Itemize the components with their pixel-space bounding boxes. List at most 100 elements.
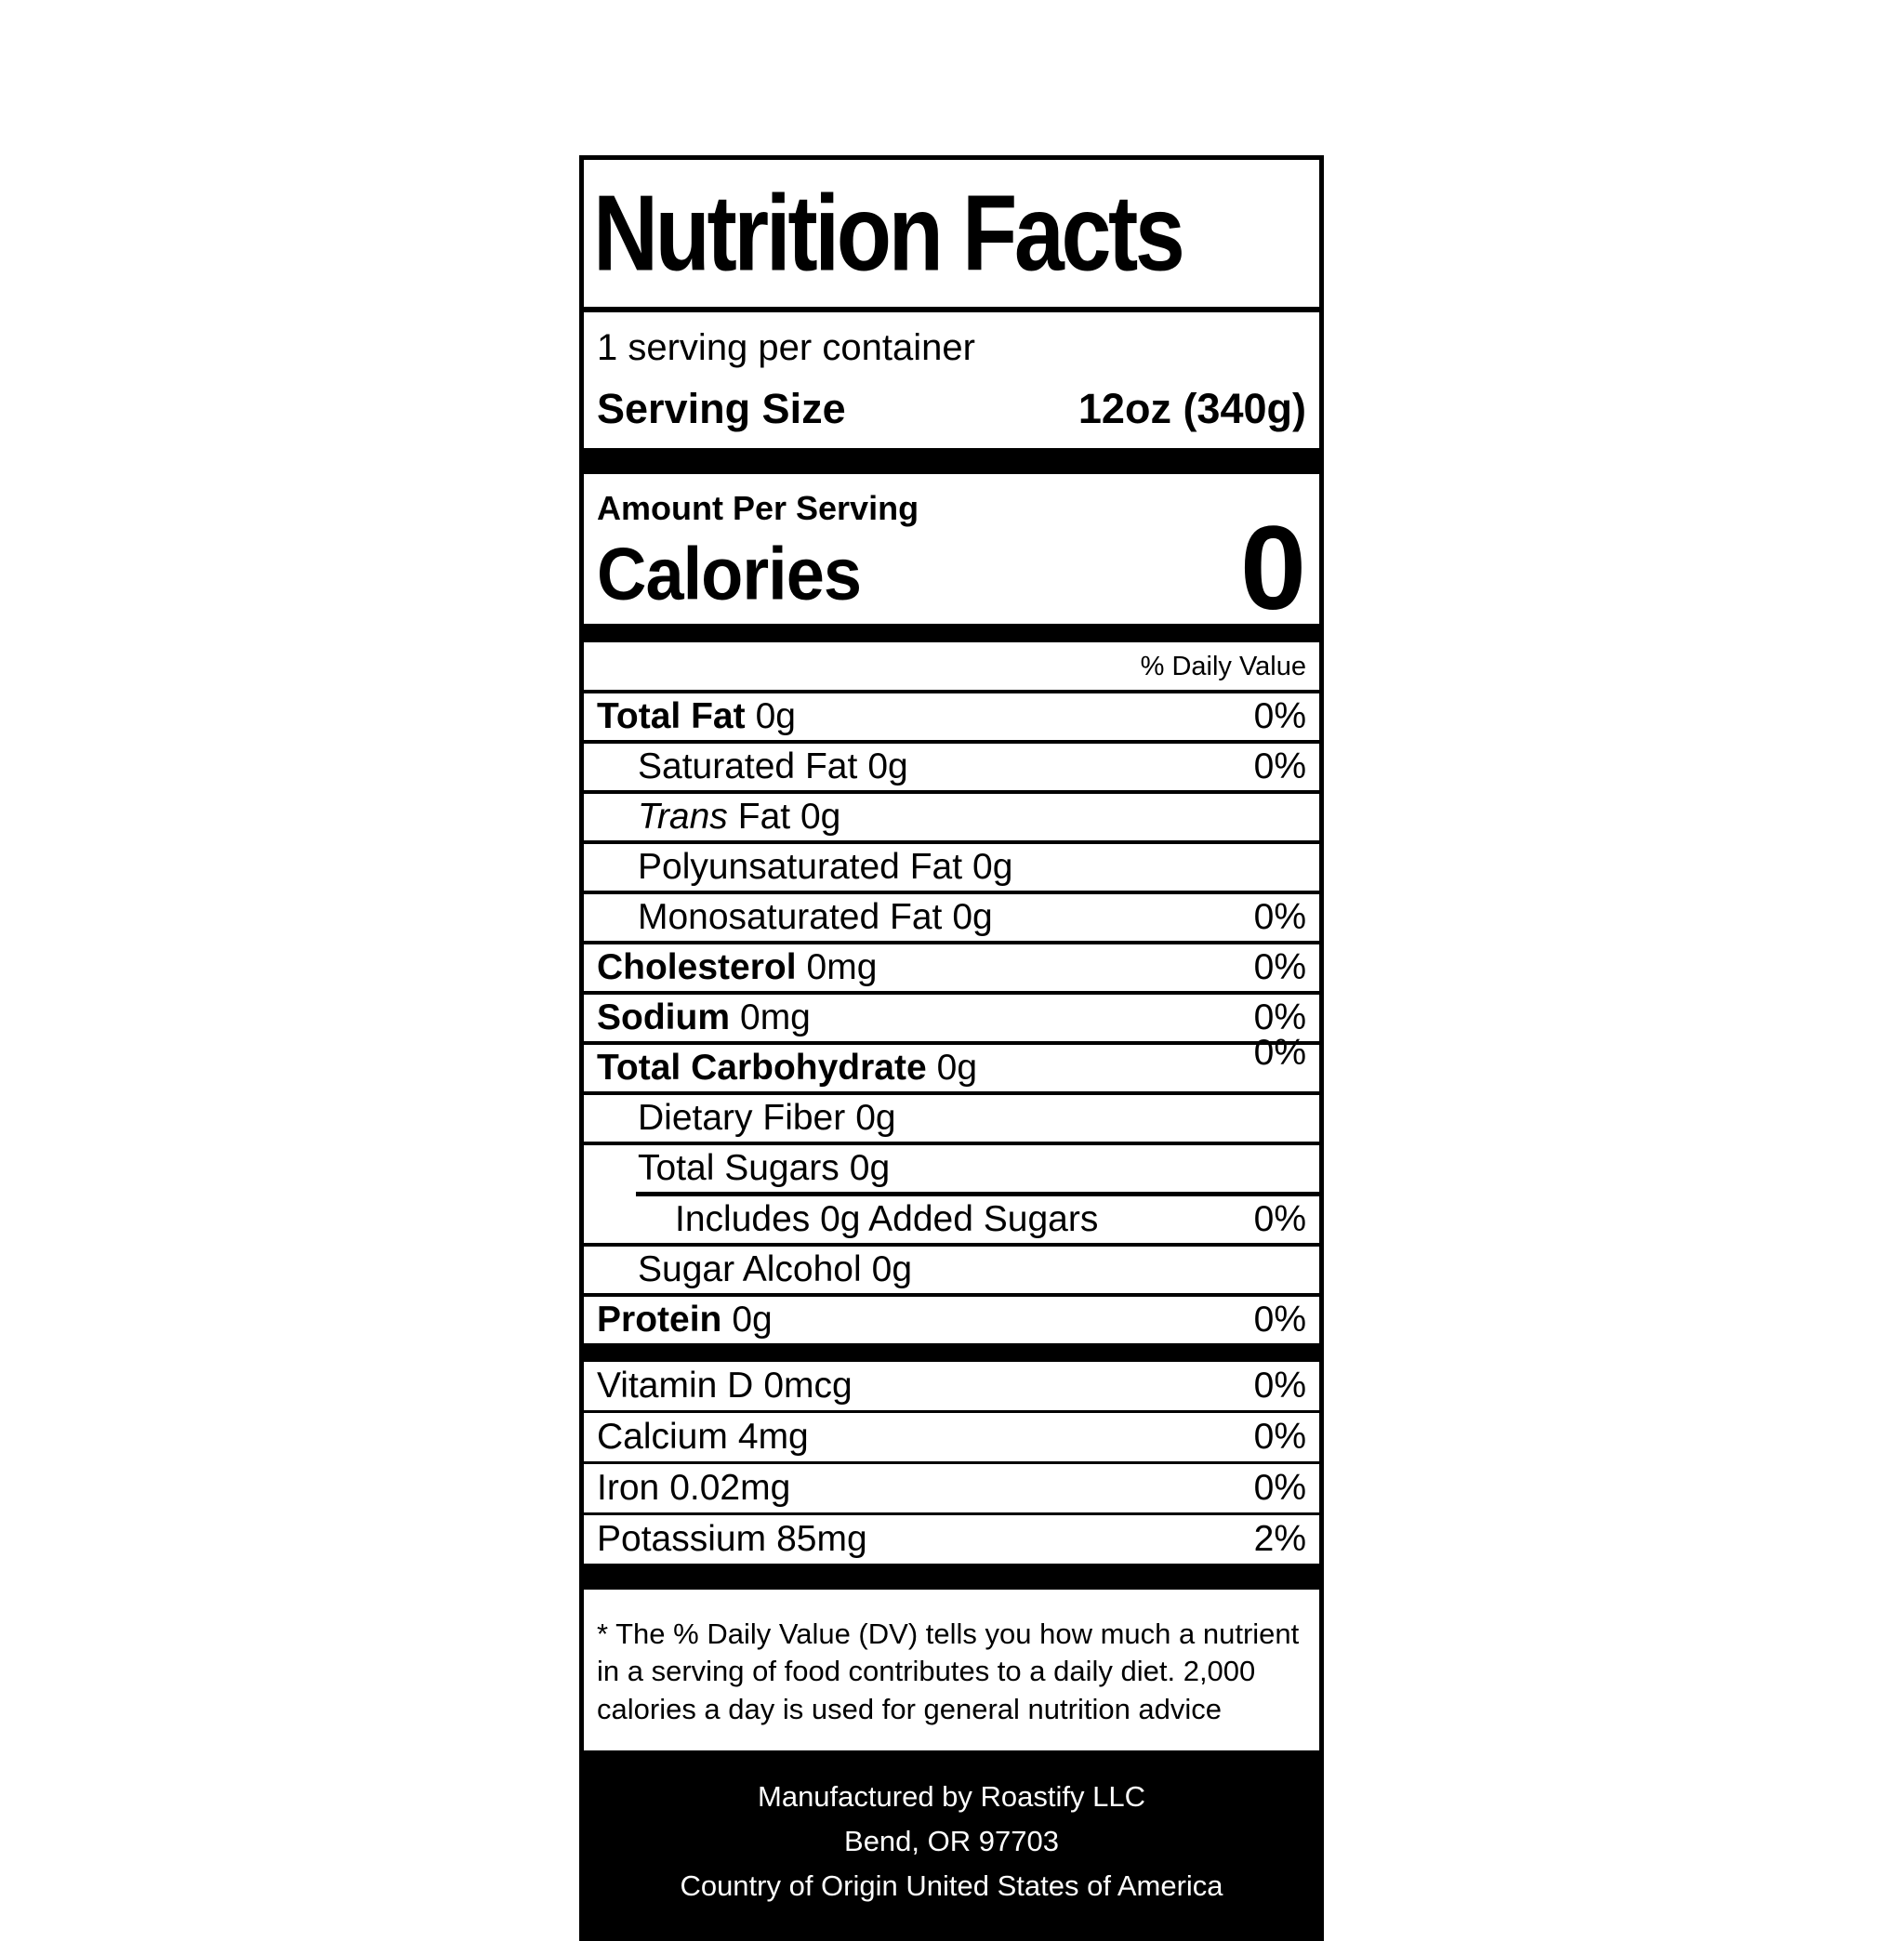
nutrient-amount: 0g xyxy=(936,1048,978,1088)
nutrient-row-sugar-alcohol: Sugar Alcohol 0g xyxy=(584,1243,1319,1293)
serving-info-block: 1 serving per container Serving Size 12o… xyxy=(584,312,1319,448)
nutrient-name: Total Carbohydrate xyxy=(597,1048,927,1088)
vitamin-dv: 0% xyxy=(1253,1468,1306,1508)
nutrient-amount: 0g xyxy=(871,1249,913,1289)
nutrient-amount: 0g xyxy=(732,1300,773,1340)
nutrient-row-total-carbohydrate: Total Carbohydrate 0g 0% xyxy=(584,1033,1319,1091)
vitamin-label: Potassium 85mg xyxy=(597,1515,867,1564)
vitamin-dv: 2% xyxy=(1253,1519,1306,1559)
nutrient-label: Cholesterol 0mg xyxy=(597,944,877,991)
nutrient-dv: 0% xyxy=(1253,997,1306,1037)
manufacturer-line: Manufactured by Roastify LLC xyxy=(758,1779,1145,1813)
vitamin-amount: 0mcg xyxy=(763,1366,853,1406)
vitamin-name: Iron xyxy=(597,1468,660,1508)
nutrient-name: Total Sugars xyxy=(638,1148,840,1188)
servings-per-container: 1 serving per container xyxy=(597,327,975,368)
nutrient-amount: Fat 0g xyxy=(737,797,841,837)
nutrient-row-sodium: Sodium 0mg 0% xyxy=(584,991,1319,1041)
nutrient-label: Polyunsaturated Fat 0g xyxy=(638,844,1012,891)
nutrient-name: Total Fat xyxy=(597,696,746,736)
nutrient-amount: 0g xyxy=(855,1098,896,1138)
daily-value-footnote: * The % Daily Value (DV) tells you how m… xyxy=(597,1618,1300,1725)
nutrient-dv: 0% xyxy=(1253,947,1306,987)
nutrient-amount: 0g xyxy=(867,746,908,786)
serving-size-label: Serving Size xyxy=(597,385,846,432)
calories-block: Amount Per Serving Calories 0 xyxy=(584,474,1319,635)
label-title: Nutrition Facts xyxy=(593,172,1185,294)
nutrient-amount: 0g xyxy=(952,897,993,937)
divider-bar-thick xyxy=(584,448,1319,474)
nutrient-name: Cholesterol xyxy=(597,947,797,987)
nutrient-amount: 0mg xyxy=(806,947,878,987)
nutrient-label: Trans Fat 0g xyxy=(638,794,840,840)
vitamin-label: Calcium 4mg xyxy=(597,1413,809,1461)
vitamin-dv: 0% xyxy=(1253,1366,1306,1406)
nutrient-label: Monosaturated Fat 0g xyxy=(638,894,993,941)
vitamin-name: Potassium xyxy=(597,1519,767,1559)
vitamin-name: Vitamin D xyxy=(597,1366,754,1406)
vitamin-row-calcium: Calcium 4mg 0% xyxy=(584,1410,1319,1461)
vitamin-dv: 0% xyxy=(1253,1417,1306,1457)
nutrient-name: Saturated Fat xyxy=(638,746,858,786)
vitamin-name: Calcium xyxy=(597,1417,728,1457)
nutrient-row-total-fat: Total Fat 0g 0% xyxy=(584,693,1319,740)
vitamin-row-potassium: Potassium 85mg 2% xyxy=(584,1512,1319,1564)
nutrient-name: Dietary Fiber xyxy=(638,1098,846,1138)
nutrient-name: Protein xyxy=(597,1300,722,1340)
calories-value: 0 xyxy=(1239,501,1306,635)
nutrient-rows: Total Fat 0g 0% Saturated Fat 0g 0% Trans F… xyxy=(584,693,1319,1343)
nutrient-name: Includes 0g Added Sugars xyxy=(675,1199,1099,1239)
nutrient-label: Dietary Fiber 0g xyxy=(638,1095,896,1142)
label-title-block: Nutrition Facts xyxy=(584,160,1319,312)
nutrient-dv: 0% xyxy=(1253,1033,1306,1073)
nutrient-row-protein: Protein 0g 0% xyxy=(584,1293,1319,1343)
nutrient-dv: 0% xyxy=(1253,1199,1306,1239)
nutrient-name: Sugar Alcohol xyxy=(638,1249,862,1289)
manufacturer-footer: Manufactured by Roastify LLC Bend, OR 97… xyxy=(584,1750,1319,1937)
origin-line: Country of Origin United States of Ameri… xyxy=(680,1868,1223,1902)
nutrient-label: Saturated Fat 0g xyxy=(638,744,908,790)
nutrient-label: Sugar Alcohol 0g xyxy=(638,1247,912,1293)
nutrient-label: Total Fat 0g xyxy=(597,693,796,740)
nutrient-amount: 0mg xyxy=(740,997,811,1037)
nutrient-label: Total Sugars 0g xyxy=(638,1145,890,1192)
nutrient-row-dietary-fiber: Dietary Fiber 0g xyxy=(584,1091,1319,1142)
nutrition-facts-label: Nutrition Facts 1 serving per container … xyxy=(579,155,1324,1941)
nutrient-row-polyunsaturated-fat: Polyunsaturated Fat 0g xyxy=(584,840,1319,891)
divider-bar-thick xyxy=(584,1564,1319,1590)
nutrient-row-saturated-fat: Saturated Fat 0g 0% xyxy=(584,740,1319,790)
divider-bar-medium xyxy=(584,1343,1319,1362)
nutrient-label: Includes 0g Added Sugars xyxy=(675,1196,1098,1243)
nutrient-amount: 0g xyxy=(972,847,1013,887)
address-line: Bend, OR 97703 xyxy=(844,1824,1059,1857)
serving-size-row: Serving Size 12oz (340g) xyxy=(597,385,1306,433)
nutrient-name: Monosaturated Fat xyxy=(638,897,943,937)
nutrient-label: Total Carbohydrate 0g xyxy=(597,1045,977,1091)
nutrient-dv: 0% xyxy=(1253,1300,1306,1340)
vitamin-row-vitamin-d: Vitamin D 0mcg 0% xyxy=(584,1362,1319,1410)
nutrient-label: Sodium 0mg xyxy=(597,995,811,1041)
divider-bar-medium xyxy=(584,624,1319,642)
serving-size-value: 12oz (340g) xyxy=(1078,385,1306,432)
nutrient-row-trans-fat: Trans Fat 0g xyxy=(584,790,1319,840)
vitamin-rows: Vitamin D 0mcg 0% Calcium 4mg 0% Iron 0.02m… xyxy=(584,1362,1319,1564)
calories-label: Calories xyxy=(597,532,862,615)
vitamin-label: Iron 0.02mg xyxy=(597,1464,790,1512)
nutrient-dv: 0% xyxy=(1253,746,1306,786)
nutrient-row-cholesterol: Cholesterol 0mg 0% xyxy=(584,941,1319,991)
vitamin-amount: 0.02mg xyxy=(669,1468,791,1508)
amount-per-serving-label: Amount Per Serving xyxy=(597,489,919,527)
nutrient-amount: 0g xyxy=(755,696,796,736)
nutrient-name: Polyunsaturated Fat xyxy=(638,847,963,887)
nutrient-dv: 0% xyxy=(1253,696,1306,736)
daily-value-header: % Daily Value xyxy=(584,642,1319,693)
nutrient-label: Protein 0g xyxy=(597,1297,773,1343)
nutrient-row-total-sugars: Total Sugars 0g xyxy=(584,1142,1319,1192)
nutrient-name: Sodium xyxy=(597,997,730,1037)
nutrient-name: Trans xyxy=(638,797,728,837)
calories-left-column: Amount Per Serving Calories xyxy=(597,489,919,616)
nutrient-dv: 0% xyxy=(1253,897,1306,937)
nutrient-amount: 0g xyxy=(849,1148,891,1188)
nutrient-row-monosaturated-fat: Monosaturated Fat 0g 0% xyxy=(584,891,1319,941)
vitamin-row-iron: Iron 0.02mg 0% xyxy=(584,1461,1319,1512)
